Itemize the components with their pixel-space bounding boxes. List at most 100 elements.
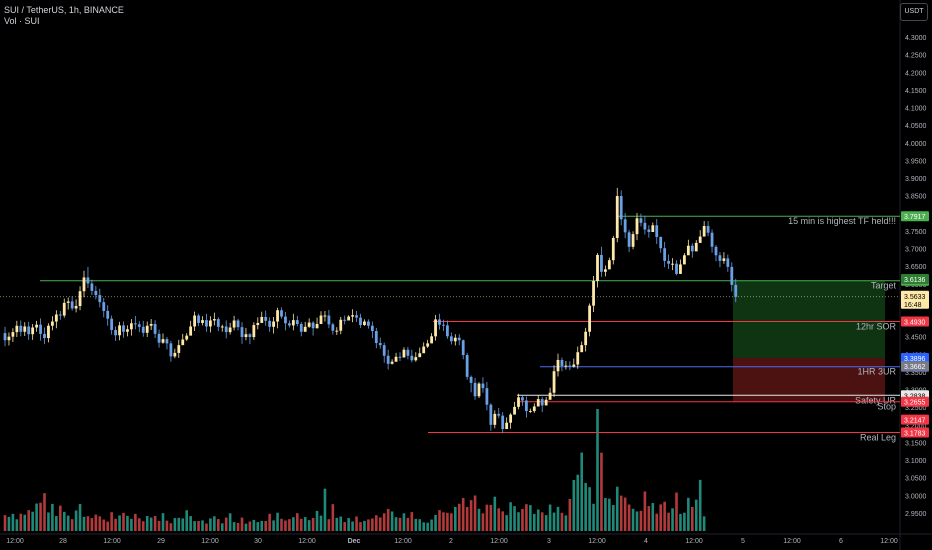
candle-body[interactable] [58,314,62,316]
candle-body[interactable] [702,226,706,237]
candle-body[interactable] [469,376,473,383]
candle-body[interactable] [189,326,193,336]
candle-body[interactable] [536,399,540,407]
candle-body[interactable] [363,321,366,326]
candle-body[interactable] [27,326,31,335]
candle-body[interactable] [284,316,287,324]
candle-body[interactable] [698,236,702,243]
candle-body[interactable] [564,365,568,367]
candle-body[interactable] [734,284,738,297]
candle-body[interactable] [477,383,481,397]
candle-body[interactable] [51,321,54,326]
candle-body[interactable] [82,277,86,292]
candle-body[interactable] [224,326,228,333]
candle-body[interactable] [588,305,591,332]
candle-body[interactable] [659,236,663,249]
candle-body[interactable] [544,399,548,406]
candle-body[interactable] [449,336,453,342]
candle-body[interactable] [244,334,248,338]
candle-body[interactable] [359,317,362,326]
candle-body[interactable] [414,357,418,361]
candle-body[interactable] [331,324,335,331]
candle-body[interactable] [181,339,185,346]
candle-body[interactable] [525,400,528,412]
candle-body[interactable] [74,306,78,309]
candle-body[interactable] [497,413,501,416]
candle-body[interactable] [141,326,145,333]
candle-body[interactable] [643,222,647,230]
candle-body[interactable] [663,248,667,261]
candle-body[interactable] [398,356,402,358]
candle-body[interactable] [521,397,524,401]
candle-body[interactable] [453,337,457,342]
candle-body[interactable] [236,320,240,328]
candle-body[interactable] [726,258,730,267]
candle-body[interactable] [264,316,268,321]
candle-body[interactable] [639,218,643,223]
candle-body[interactable] [240,327,244,338]
candle-body[interactable] [280,310,283,317]
candle-body[interactable] [667,260,670,264]
candle-body[interactable] [580,345,584,353]
candle-body[interactable] [260,316,264,323]
candle-body[interactable] [446,325,449,337]
candle-body[interactable] [540,399,544,406]
candle-body[interactable] [62,302,66,316]
candle-body[interactable] [133,323,137,325]
candle-body[interactable] [394,356,398,362]
candle-body[interactable] [442,324,445,326]
candle-body[interactable] [299,324,303,332]
candle-body[interactable] [493,413,497,425]
candle-body[interactable] [216,319,220,327]
candle-body[interactable] [714,246,718,256]
candle-body[interactable] [295,320,299,324]
candle-body[interactable] [461,340,465,356]
candle-body[interactable] [406,349,410,356]
candle-body[interactable] [386,355,390,364]
candle-body[interactable] [509,414,512,423]
candle-body[interactable] [47,325,50,339]
candle-body[interactable] [370,325,374,332]
candle-body[interactable] [382,345,386,356]
candle-body[interactable] [528,411,532,413]
candle-body[interactable] [31,327,35,335]
candle-body[interactable] [710,232,714,247]
candle-body[interactable] [485,388,489,405]
candle-body[interactable] [402,349,406,358]
candle-body[interactable] [228,327,232,333]
candle-body[interactable] [619,196,623,220]
candle-body[interactable] [126,329,129,332]
candle-body[interactable] [169,343,173,357]
candle-body[interactable] [706,226,710,233]
candle-body[interactable] [481,383,485,389]
candle-body[interactable] [7,336,11,341]
candle-body[interactable] [489,404,493,425]
candle-body[interactable] [552,371,556,393]
candle-body[interactable] [627,232,631,247]
candle-body[interactable] [351,315,354,317]
candle-body[interactable] [596,254,599,281]
candle-body[interactable] [122,325,125,332]
candle-body[interactable] [145,325,149,333]
candle-body[interactable] [438,319,441,325]
candle-body[interactable] [513,406,516,415]
candle-body[interactable] [110,318,114,330]
candle-body[interactable] [694,242,698,252]
candle-body[interactable] [35,324,38,328]
candle-body[interactable] [532,406,536,412]
candle-body[interactable] [307,322,311,327]
candle-body[interactable] [584,331,588,346]
candle-body[interactable] [430,336,433,344]
candle-body[interactable] [647,229,651,232]
candle-body[interactable] [410,355,414,361]
candle-body[interactable] [114,329,117,336]
candle-body[interactable] [11,332,15,337]
candle-body[interactable] [655,225,659,237]
candle-body[interactable] [335,330,339,332]
candle-body[interactable] [323,315,327,317]
candle-body[interactable] [15,325,19,333]
candle-body[interactable] [722,258,726,261]
candle-body[interactable] [422,346,426,354]
candle-body[interactable] [730,266,734,285]
candle-body[interactable] [66,301,70,303]
